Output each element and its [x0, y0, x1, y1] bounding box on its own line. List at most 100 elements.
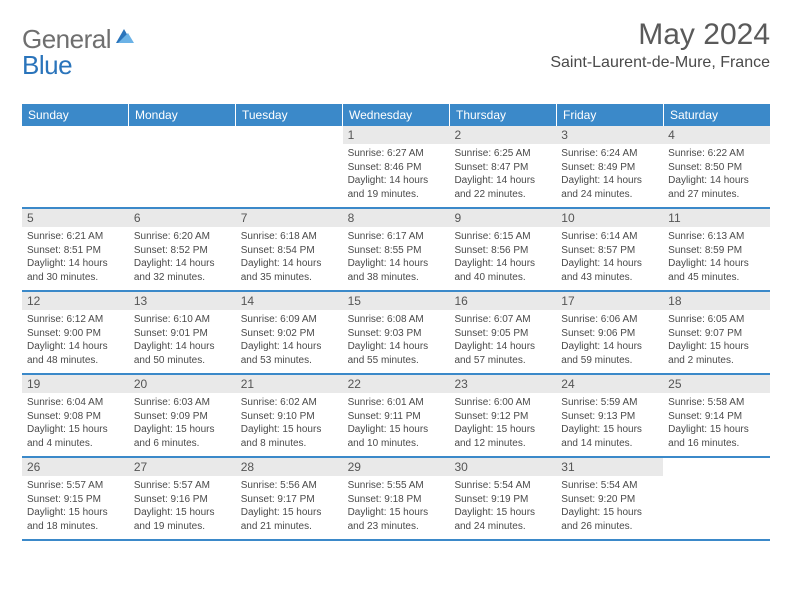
day-content: Sunrise: 6:22 AMSunset: 8:50 PMDaylight:…: [663, 144, 770, 207]
day-content: Sunrise: 6:27 AMSunset: 8:46 PMDaylight:…: [343, 144, 450, 207]
day-content: Sunrise: 5:57 AMSunset: 9:15 PMDaylight:…: [22, 476, 129, 539]
day-header-cell: Saturday: [664, 104, 770, 126]
sunset-text: Sunset: 9:07 PM: [668, 327, 765, 341]
day-cell: 12Sunrise: 6:12 AMSunset: 9:00 PMDayligh…: [22, 292, 129, 373]
sunrise-text: Sunrise: 6:17 AM: [348, 230, 445, 244]
sunset-text: Sunset: 8:56 PM: [454, 244, 551, 258]
day-cell: 20Sunrise: 6:03 AMSunset: 9:09 PMDayligh…: [129, 375, 236, 456]
day-content: [663, 476, 770, 534]
sunset-text: Sunset: 9:15 PM: [27, 493, 124, 507]
day-cell: 4Sunrise: 6:22 AMSunset: 8:50 PMDaylight…: [663, 126, 770, 207]
daylight-text-2: and 23 minutes.: [348, 520, 445, 534]
sunrise-text: Sunrise: 6:18 AM: [241, 230, 338, 244]
daylight-text-2: and 48 minutes.: [27, 354, 124, 368]
sunrise-text: Sunrise: 6:08 AM: [348, 313, 445, 327]
daylight-text-2: and 59 minutes.: [561, 354, 658, 368]
day-cell: 3Sunrise: 6:24 AMSunset: 8:49 PMDaylight…: [556, 126, 663, 207]
day-number: 9: [449, 209, 556, 227]
sunset-text: Sunset: 9:00 PM: [27, 327, 124, 341]
daylight-text-1: Daylight: 15 hours: [454, 506, 551, 520]
daylight-text-1: Daylight: 15 hours: [134, 506, 231, 520]
day-number: 30: [449, 458, 556, 476]
day-cell: 16Sunrise: 6:07 AMSunset: 9:05 PMDayligh…: [449, 292, 556, 373]
day-number: 29: [343, 458, 450, 476]
daylight-text-2: and 26 minutes.: [561, 520, 658, 534]
day-content: Sunrise: 6:04 AMSunset: 9:08 PMDaylight:…: [22, 393, 129, 456]
daylight-text-2: and 30 minutes.: [27, 271, 124, 285]
month-title: May 2024: [550, 18, 770, 52]
daylight-text-2: and 18 minutes.: [27, 520, 124, 534]
day-number: 31: [556, 458, 663, 476]
day-number: 28: [236, 458, 343, 476]
daylight-text-2: and 24 minutes.: [454, 520, 551, 534]
daylight-text-1: Daylight: 15 hours: [134, 423, 231, 437]
daylight-text-1: Daylight: 15 hours: [561, 423, 658, 437]
location: Saint-Laurent-de-Mure, France: [550, 54, 770, 72]
sunrise-text: Sunrise: 5:57 AM: [134, 479, 231, 493]
day-header-cell: Monday: [129, 104, 236, 126]
day-cell: 21Sunrise: 6:02 AMSunset: 9:10 PMDayligh…: [236, 375, 343, 456]
logo-sail-icon: [114, 25, 136, 52]
day-cell: 22Sunrise: 6:01 AMSunset: 9:11 PMDayligh…: [343, 375, 450, 456]
day-content: Sunrise: 6:21 AMSunset: 8:51 PMDaylight:…: [22, 227, 129, 290]
day-content: Sunrise: 6:03 AMSunset: 9:09 PMDaylight:…: [129, 393, 236, 456]
day-cell: [236, 126, 343, 207]
week-row: 26Sunrise: 5:57 AMSunset: 9:15 PMDayligh…: [22, 458, 770, 541]
sunset-text: Sunset: 8:54 PM: [241, 244, 338, 258]
day-header-cell: Tuesday: [236, 104, 343, 126]
daylight-text-2: and 24 minutes.: [561, 188, 658, 202]
daylight-text-2: and 6 minutes.: [134, 437, 231, 451]
title-block: May 2024 Saint-Laurent-de-Mure, France: [550, 18, 770, 72]
daylight-text-2: and 8 minutes.: [241, 437, 338, 451]
day-content: Sunrise: 6:24 AMSunset: 8:49 PMDaylight:…: [556, 144, 663, 207]
day-cell: 18Sunrise: 6:05 AMSunset: 9:07 PMDayligh…: [663, 292, 770, 373]
daylight-text-1: Daylight: 14 hours: [454, 340, 551, 354]
daylight-text-2: and 45 minutes.: [668, 271, 765, 285]
sunset-text: Sunset: 9:20 PM: [561, 493, 658, 507]
daylight-text-1: Daylight: 15 hours: [348, 506, 445, 520]
day-content: Sunrise: 6:25 AMSunset: 8:47 PMDaylight:…: [449, 144, 556, 207]
day-content: Sunrise: 6:14 AMSunset: 8:57 PMDaylight:…: [556, 227, 663, 290]
day-cell: 6Sunrise: 6:20 AMSunset: 8:52 PMDaylight…: [129, 209, 236, 290]
sunrise-text: Sunrise: 5:54 AM: [561, 479, 658, 493]
sunrise-text: Sunrise: 6:01 AM: [348, 396, 445, 410]
day-number: [236, 126, 343, 144]
daylight-text-1: Daylight: 14 hours: [561, 257, 658, 271]
day-content: Sunrise: 6:07 AMSunset: 9:05 PMDaylight:…: [449, 310, 556, 373]
day-cell: 8Sunrise: 6:17 AMSunset: 8:55 PMDaylight…: [343, 209, 450, 290]
day-cell: 9Sunrise: 6:15 AMSunset: 8:56 PMDaylight…: [449, 209, 556, 290]
day-content: Sunrise: 6:18 AMSunset: 8:54 PMDaylight:…: [236, 227, 343, 290]
daylight-text-1: Daylight: 15 hours: [27, 506, 124, 520]
day-number: 1: [343, 126, 450, 144]
sunset-text: Sunset: 9:18 PM: [348, 493, 445, 507]
sunset-text: Sunset: 9:10 PM: [241, 410, 338, 424]
day-content: Sunrise: 6:12 AMSunset: 9:00 PMDaylight:…: [22, 310, 129, 373]
day-number: 7: [236, 209, 343, 227]
sunrise-text: Sunrise: 6:06 AM: [561, 313, 658, 327]
day-number: 17: [556, 292, 663, 310]
day-number: 16: [449, 292, 556, 310]
day-number: 8: [343, 209, 450, 227]
day-content: Sunrise: 6:05 AMSunset: 9:07 PMDaylight:…: [663, 310, 770, 373]
day-cell: 26Sunrise: 5:57 AMSunset: 9:15 PMDayligh…: [22, 458, 129, 539]
day-cell: 7Sunrise: 6:18 AMSunset: 8:54 PMDaylight…: [236, 209, 343, 290]
day-number: 2: [449, 126, 556, 144]
daylight-text-2: and 55 minutes.: [348, 354, 445, 368]
daylight-text-2: and 57 minutes.: [454, 354, 551, 368]
day-cell: [22, 126, 129, 207]
day-number: 14: [236, 292, 343, 310]
day-number: 12: [22, 292, 129, 310]
sunset-text: Sunset: 8:51 PM: [27, 244, 124, 258]
day-cell: 14Sunrise: 6:09 AMSunset: 9:02 PMDayligh…: [236, 292, 343, 373]
day-cell: 15Sunrise: 6:08 AMSunset: 9:03 PMDayligh…: [343, 292, 450, 373]
day-header-cell: Sunday: [22, 104, 129, 126]
sunrise-text: Sunrise: 6:03 AM: [134, 396, 231, 410]
sunrise-text: Sunrise: 5:55 AM: [348, 479, 445, 493]
daylight-text-1: Daylight: 14 hours: [134, 340, 231, 354]
day-number: 23: [449, 375, 556, 393]
daylight-text-2: and 38 minutes.: [348, 271, 445, 285]
sunset-text: Sunset: 8:47 PM: [454, 161, 551, 175]
day-number: 15: [343, 292, 450, 310]
sunset-text: Sunset: 9:09 PM: [134, 410, 231, 424]
day-number: [129, 126, 236, 144]
